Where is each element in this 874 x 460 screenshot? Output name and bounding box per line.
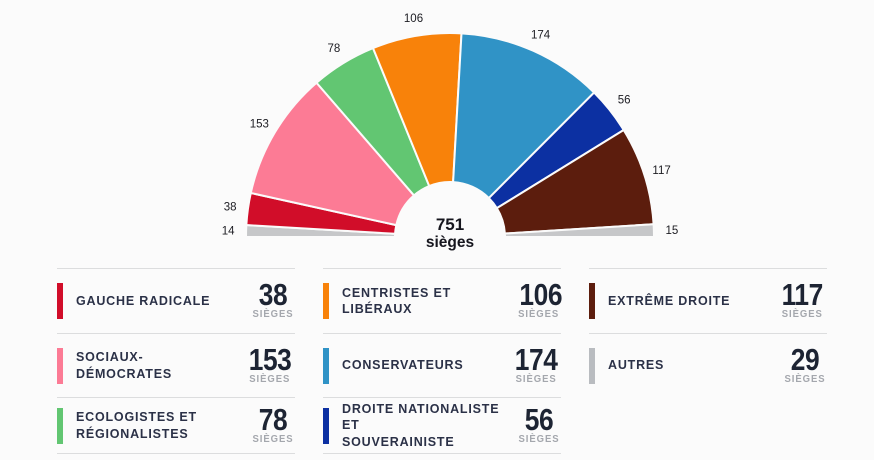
chart-segment-sociaux-democrates[interactable] — [249, 81, 416, 227]
legend-item-label: SOCIAUX-DÉMOCRATES — [76, 350, 172, 381]
legend-item-droite-nationaliste: DROITE NATIONALISTE ET SOUVERAINISTE 56 … — [323, 397, 561, 453]
seat-count: 153 — [249, 341, 292, 377]
seat-count: 106 — [519, 277, 562, 312]
seat-count: 38 — [258, 277, 288, 312]
legend-item-seats: 78 SIÈGES — [251, 401, 295, 445]
legend-item-label: EXTRÊME DROITE — [608, 293, 731, 308]
legend-item-seats: 29 SIÈGES — [783, 341, 827, 385]
legend-item-label: CONSERVATEURS — [342, 358, 464, 373]
legend-item-seats: 174 SIÈGES — [511, 341, 561, 385]
total-seats-unit: sièges — [426, 234, 474, 251]
legend-color-bar — [57, 407, 63, 444]
legend-row-separator — [323, 453, 561, 460]
chart-segment-value-autres-droite: 15 — [666, 225, 679, 237]
legend-item-label: DROITE NATIONALISTE ET SOUVERAINISTE — [342, 402, 500, 449]
seat-unit-label: SIÈGES — [784, 373, 826, 385]
legend-color-bar — [323, 347, 329, 384]
seat-unit-label: SIÈGES — [782, 309, 824, 320]
chart-segment-value-extreme-droite: 117 — [652, 165, 670, 177]
seat-unit-label: SIÈGES — [518, 433, 560, 445]
seat-count: 78 — [258, 401, 288, 437]
chart-segment-autres-droite[interactable] — [503, 223, 656, 238]
legend-item-label: GAUCHE RADICALE — [76, 293, 211, 308]
legend-item-seats: 106 SIÈGES — [516, 277, 562, 320]
legend-item-label: CENTRISTES ET LIBÉRAUX — [342, 285, 452, 316]
legend-color-bar — [57, 347, 63, 384]
legend-color-bar — [589, 347, 595, 384]
hemicycle-chart-area: 14 38 153 78 106 174 56 117 15 751 sièges — [222, 13, 679, 251]
legend-item-seats: 56 SIÈGES — [517, 401, 561, 445]
legend-item-conservateurs: CONSERVATEURS 174 SIÈGES — [323, 333, 561, 397]
legend-item-label: AUTRES — [608, 358, 665, 373]
legend-cell-empty — [589, 397, 827, 453]
legend-item-centristes-liberaux: CENTRISTES ET LIBÉRAUX 106 SIÈGES — [323, 268, 562, 333]
legend-color-bar — [57, 283, 63, 319]
legend-color-bar — [323, 407, 329, 444]
legend-item-autres: AUTRES 29 SIÈGES — [589, 333, 827, 397]
seat-count: 56 — [524, 401, 554, 437]
legend-item-sociaux-democrates: SOCIAUX-DÉMOCRATES 153 SIÈGES — [57, 333, 295, 397]
seat-unit-label: SIÈGES — [252, 433, 294, 445]
chart-segment-value-ecologistes-regionalistes: 78 — [328, 43, 341, 55]
legend-item-gauche-radicale: GAUCHE RADICALE 38 SIÈGES — [57, 268, 295, 333]
chart-segment-value-sociaux-democrates: 153 — [250, 118, 269, 130]
chart-segment-value-centristes-liberaux: 106 — [404, 13, 423, 25]
seat-count: 29 — [790, 341, 820, 377]
legend-color-bar — [323, 283, 329, 319]
seat-unit-label: SIÈGES — [517, 309, 559, 320]
legend-item-ecologistes-regionalistes: ECOLOGISTES ET RÉGIONALISTES 78 SIÈGES — [57, 397, 295, 453]
seat-unit-label: SIÈGES — [252, 309, 294, 320]
legend-item-seats: 153 SIÈGES — [245, 341, 295, 385]
seat-count: 117 — [782, 277, 824, 312]
legend-item-seats: 117 SIÈGES — [778, 277, 827, 320]
chart-segment-value-droite-nationaliste: 56 — [618, 94, 631, 106]
seat-unit-label: SIÈGES — [249, 373, 291, 385]
chart-segments-layer: 14 38 153 78 106 174 56 117 15 — [222, 13, 679, 238]
legend-color-bar — [589, 283, 595, 319]
hemicycle-chart: 14 38 153 78 106 174 56 117 15 751 sièges — [222, 13, 679, 251]
chart-segment-value-conservateurs: 174 — [531, 29, 551, 41]
total-seats-value: 751 — [436, 215, 464, 234]
seat-unit-label: SIÈGES — [515, 373, 557, 385]
legend: GAUCHE RADICALE 38 SIÈGES CENTRISTES ET … — [57, 268, 827, 460]
chart-segment-conservateurs[interactable] — [452, 32, 596, 200]
seat-count: 174 — [514, 341, 558, 377]
chart-segment-value-autres-gauche: 14 — [222, 226, 235, 238]
legend-item-seats: 38 SIÈGES — [251, 277, 295, 320]
legend-row-separator — [57, 453, 295, 460]
chart-segment-value-gauche-radicale: 38 — [224, 202, 237, 214]
legend-item-label: ECOLOGISTES ET RÉGIONALISTES — [76, 410, 197, 441]
legend-item-extreme-droite: EXTRÊME DROITE 117 SIÈGES — [589, 268, 827, 333]
